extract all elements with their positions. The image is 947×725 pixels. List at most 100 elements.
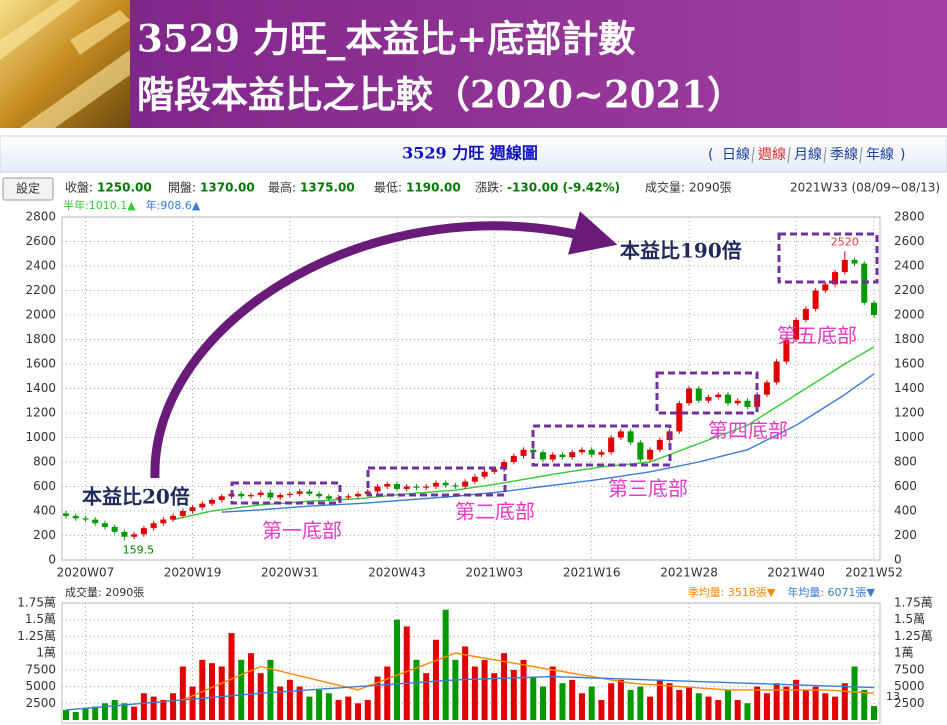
volume-bar	[471, 666, 478, 720]
settings-label[interactable]: 設定	[16, 181, 40, 196]
y-tick-label: 1400	[25, 381, 56, 395]
ma-line	[65, 675, 875, 711]
banner: 3529 力旺_本益比+底部計數 階段本益比之比較（2020~2021）	[0, 0, 947, 128]
volume-bar	[754, 686, 761, 720]
ma-line	[182, 652, 875, 701]
period-link[interactable]: 週線	[758, 147, 786, 163]
page-number: 13	[886, 690, 900, 703]
volume-bar	[432, 639, 439, 720]
y-tick-label-right: 2000	[894, 308, 925, 322]
x-tick-label: 2021W52	[845, 566, 903, 580]
candle-body	[763, 382, 770, 395]
period-link[interactable]: 月線	[794, 147, 822, 163]
candle-body	[569, 452, 576, 458]
banner-bg	[0, 0, 947, 128]
annotation: 第二底部	[455, 500, 535, 524]
annotation: 本益比20倍	[82, 485, 190, 509]
period-link[interactable]: 日線	[722, 147, 750, 163]
volume-bar	[647, 696, 654, 720]
volume-bar	[257, 673, 264, 720]
y-tick-label: 1000	[25, 430, 56, 444]
x-tick-label: 2021W03	[465, 566, 523, 580]
annotation: 第三底部	[608, 477, 688, 501]
candle-body	[374, 486, 381, 492]
y-tick-label: 2600	[25, 234, 56, 248]
candle-body	[423, 486, 430, 488]
volume-bar	[228, 633, 235, 720]
candle-body	[384, 484, 391, 487]
candle-body	[257, 492, 264, 496]
separator	[823, 146, 827, 164]
candle-body	[608, 437, 615, 453]
volume-bar	[247, 653, 254, 720]
candle-body	[588, 449, 595, 455]
y-tick-label-right: 1萬	[894, 646, 914, 660]
candle-body	[442, 482, 449, 486]
y-tick-label: 2200	[25, 283, 56, 297]
x-tick-label: 2020W31	[261, 566, 319, 580]
volume-bar	[598, 699, 605, 720]
y-tick-label: 200	[33, 528, 56, 542]
volume-bar	[345, 696, 352, 720]
volume-bar	[189, 686, 196, 720]
candle-body	[403, 486, 410, 489]
candle-body	[773, 361, 780, 383]
volume-bar	[238, 659, 245, 720]
volume-bar	[637, 686, 644, 720]
candle-body	[598, 452, 605, 455]
candle-body	[812, 290, 819, 309]
x-tick-label: 2020W19	[164, 566, 222, 580]
banner-subtitle: 階段本益比之比較（2020~2021）	[137, 73, 744, 117]
volume-bar	[549, 666, 556, 720]
y-tick-label-right: 200	[894, 528, 917, 542]
y-tick-label-right: 400	[894, 504, 917, 518]
legend-entry: 年:908.6▲	[146, 198, 201, 212]
y-tick-label-right: 1.75萬	[894, 596, 933, 610]
plot: 3529 力旺 週線圖 (日線 週線 月線 季線 年線) 收盤: 1250.00 開盤: 1370…	[17, 144, 940, 720]
quote-value: -130.00 (-9.42%)	[507, 181, 620, 195]
low-label: 159.5	[123, 543, 155, 556]
volume-bar	[452, 659, 459, 720]
settings-button[interactable]	[2, 177, 54, 201]
volume-bar	[608, 683, 615, 720]
volume-bar	[170, 693, 177, 720]
y-tick-label-right: 2200	[894, 283, 925, 297]
volume-bar	[150, 696, 157, 720]
y-tick-label-right: 1000	[894, 430, 925, 444]
volume-bar	[92, 706, 99, 720]
y-tick-label-right: 1.5萬	[894, 612, 925, 626]
period-link[interactable]: 季線	[830, 147, 858, 163]
quote-label: 漲跌:	[475, 180, 503, 195]
candle-body	[267, 492, 274, 498]
quote-value: 1190.00	[406, 181, 461, 195]
volume-bar	[111, 699, 118, 720]
volume-bar	[832, 696, 839, 720]
volume-bar	[656, 679, 663, 720]
candle-body	[520, 449, 527, 456]
candle-body	[724, 394, 731, 404]
period-link[interactable]: 年線	[866, 147, 894, 163]
volume-bar	[501, 653, 508, 720]
overlay	[150, 211, 879, 505]
quote-label: 最低:	[374, 180, 402, 195]
y-tick-label: 600	[33, 479, 56, 493]
volume-bar	[861, 689, 868, 720]
quote-label: 成交量:	[645, 180, 685, 195]
legend-entry: 季均量: 3518張▼	[688, 586, 776, 599]
volume-bar	[306, 696, 313, 720]
y-tick-label: 7500	[25, 662, 56, 676]
candle-body	[121, 531, 128, 537]
banner-title: 3529 力旺_本益比+底部計數	[137, 17, 635, 61]
volume-bar	[286, 679, 293, 720]
candle-body	[471, 476, 478, 482]
volume-bar	[374, 676, 381, 720]
volume-bar	[871, 706, 877, 720]
volume-bar	[160, 699, 167, 720]
candle-body	[871, 302, 877, 315]
volume-bar	[695, 693, 702, 720]
quote-value: 1375.00	[300, 181, 355, 195]
candle-body	[160, 519, 167, 524]
volume-bar	[773, 683, 780, 720]
candle-body	[432, 482, 439, 487]
